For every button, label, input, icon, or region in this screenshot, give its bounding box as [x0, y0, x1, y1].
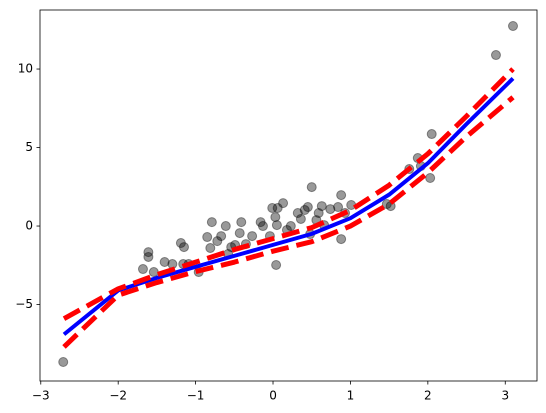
scatter-point: [212, 236, 223, 247]
scatter-point: [143, 251, 154, 262]
scatter-point: [220, 221, 231, 232]
scatter-point: [333, 202, 344, 213]
scatter-point: [336, 190, 347, 201]
scatter-point: [216, 231, 227, 242]
scatter-point: [58, 357, 69, 368]
x-tick-label: 1: [347, 389, 355, 403]
scatter-point: [143, 247, 154, 258]
scatter-point: [236, 217, 247, 228]
scatter-point: [159, 256, 170, 267]
scatter-point: [257, 221, 268, 232]
scatter-point: [278, 198, 289, 209]
scatter-point: [271, 259, 282, 270]
scatter-point: [425, 172, 436, 183]
scatter-point: [175, 237, 186, 248]
axes-frame: [39, 9, 538, 382]
x-tick-label: −1: [187, 389, 205, 403]
band-line: [62, 67, 515, 321]
scatter-point: [234, 228, 245, 239]
scatter-point: [295, 213, 306, 224]
scatter-point: [270, 212, 281, 223]
scatter-point: [426, 129, 437, 140]
scatter-point: [206, 217, 217, 228]
x-tick-label: −3: [32, 389, 50, 403]
y-tick-label: 10: [18, 62, 33, 76]
scatter-point: [272, 202, 283, 213]
x-tick-label: 0: [269, 389, 277, 403]
scatter-point: [255, 217, 266, 228]
scatter-point: [178, 242, 189, 253]
x-tick-label: 3: [501, 389, 509, 403]
scatter-point: [336, 234, 347, 245]
scatter-point: [205, 243, 216, 254]
scatter-point: [202, 232, 213, 243]
scatter-point: [306, 182, 317, 193]
scatter-point: [267, 202, 278, 213]
scatter-point: [325, 204, 336, 215]
scatter-point: [381, 199, 392, 210]
scatter-point: [285, 221, 296, 232]
scatter-point: [247, 231, 258, 242]
y-tick-label: 5: [25, 140, 33, 154]
fit-line: [62, 77, 515, 336]
y-tick-label: 0: [25, 219, 33, 233]
x-tick-label: −2: [109, 389, 127, 403]
x-tick-label: 2: [424, 389, 432, 403]
scatter-point: [292, 208, 303, 219]
scatter-point: [137, 264, 148, 275]
scatter-point: [299, 205, 310, 216]
scatter-point: [313, 208, 324, 219]
scatter-point: [490, 50, 501, 61]
y-tick-label: −5: [15, 297, 33, 311]
scatter-point: [148, 267, 159, 278]
scatter-point: [316, 201, 327, 212]
scatter-point: [508, 21, 519, 32]
scatter-point: [302, 202, 313, 213]
scatter-point: [271, 220, 282, 231]
band-line: [62, 95, 515, 349]
